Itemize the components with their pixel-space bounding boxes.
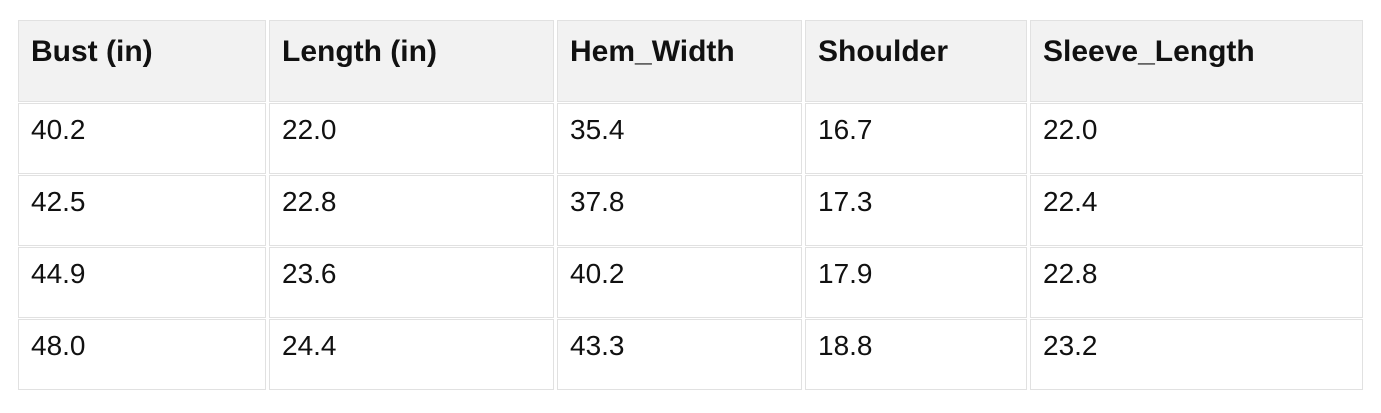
table-cell: 16.7 bbox=[805, 103, 1027, 174]
table-row: 44.9 23.6 40.2 17.9 22.8 bbox=[18, 247, 1363, 318]
table-cell: 22.4 bbox=[1030, 175, 1363, 246]
table-head: Bust (in) Length (in) Hem_Width Shoulder Sle… bbox=[18, 20, 1363, 102]
header-row: Bust (in) Length (in) Hem_Width Shoulder Sle… bbox=[18, 20, 1363, 102]
table-cell: 22.0 bbox=[1030, 103, 1363, 174]
table-cell: 22.8 bbox=[269, 175, 554, 246]
table-cell: 24.4 bbox=[269, 319, 554, 390]
column-header: Bust (in) bbox=[18, 20, 266, 102]
table-cell: 42.5 bbox=[18, 175, 266, 246]
column-header: Length (in) bbox=[269, 20, 554, 102]
table-cell: 43.3 bbox=[557, 319, 802, 390]
table-cell: 48.0 bbox=[18, 319, 266, 390]
table-cell: 22.0 bbox=[269, 103, 554, 174]
table-row: 48.0 24.4 43.3 18.8 23.2 bbox=[18, 319, 1363, 390]
table-row: 40.2 22.0 35.4 16.7 22.0 bbox=[18, 103, 1363, 174]
table-cell: 23.6 bbox=[269, 247, 554, 318]
table-row: 42.5 22.8 37.8 17.3 22.4 bbox=[18, 175, 1363, 246]
column-header: Shoulder bbox=[805, 20, 1027, 102]
size-chart-table: Bust (in) Length (in) Hem_Width Shoulder Sle… bbox=[15, 19, 1366, 391]
table-cell: 23.2 bbox=[1030, 319, 1363, 390]
table-cell: 40.2 bbox=[18, 103, 266, 174]
table-cell: 40.2 bbox=[557, 247, 802, 318]
table-body: 40.2 22.0 35.4 16.7 22.0 42.5 22.8 37.8 17.3 22.4… bbox=[18, 103, 1363, 390]
table-cell: 44.9 bbox=[18, 247, 266, 318]
table-cell: 17.9 bbox=[805, 247, 1027, 318]
table-cell: 37.8 bbox=[557, 175, 802, 246]
table-cell: 17.3 bbox=[805, 175, 1027, 246]
table-cell: 35.4 bbox=[557, 103, 802, 174]
table-cell: 18.8 bbox=[805, 319, 1027, 390]
column-header: Hem_Width bbox=[557, 20, 802, 102]
column-header: Sleeve_Length bbox=[1030, 20, 1363, 102]
table-cell: 22.8 bbox=[1030, 247, 1363, 318]
